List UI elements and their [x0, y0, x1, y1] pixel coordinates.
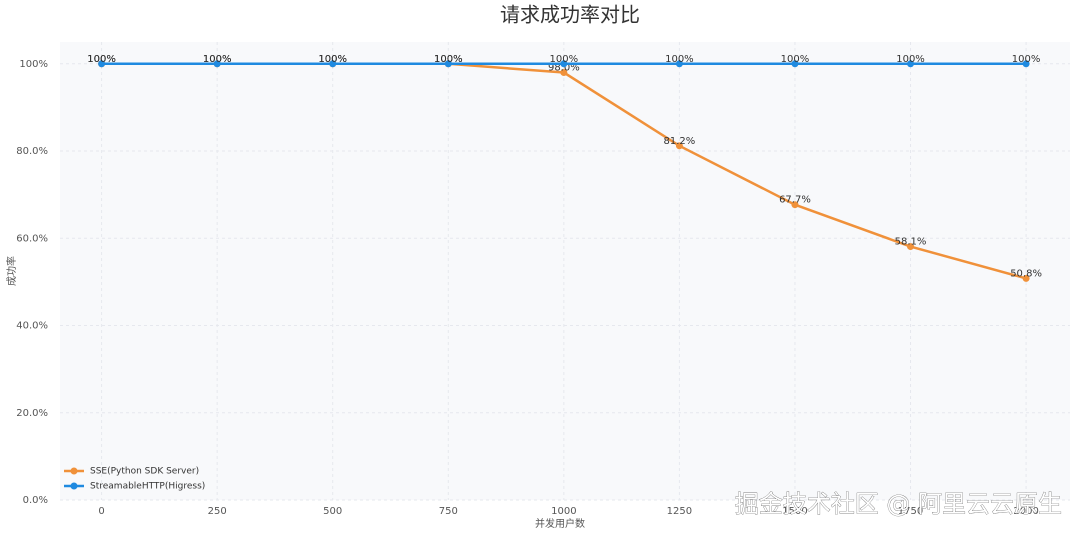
data-label: 100% [87, 54, 116, 65]
data-label: 67.7% [779, 195, 811, 206]
data-label: 100% [550, 54, 579, 65]
y-tick-label: 20.0% [16, 408, 48, 419]
chart-title: 请求成功率对比 [500, 3, 640, 27]
x-tick-label: 0 [98, 506, 104, 517]
data-point [791, 201, 799, 209]
data-label: 100% [203, 54, 232, 65]
data-label: 100% [87, 54, 116, 65]
x-tick-label: 250 [208, 506, 227, 517]
data-label: 100% [665, 54, 694, 65]
x-tick-label: 500 [323, 506, 342, 517]
plot-area [60, 42, 1070, 500]
data-point [560, 69, 568, 77]
x-tick-label: 2000 [1013, 506, 1038, 517]
y-tick-label: 0.0% [23, 495, 48, 506]
data-point [675, 142, 683, 150]
data-point [791, 60, 799, 68]
data-point [98, 60, 106, 68]
data-label: 100% [318, 54, 347, 65]
data-label: 100% [1012, 54, 1041, 65]
data-label: 100% [318, 54, 347, 65]
data-point [213, 60, 221, 68]
y-tick-label: 60.0% [16, 233, 48, 244]
watermark: 掘金技术社区 @ 阿里云云原生 [735, 490, 1062, 518]
x-tick-label: 750 [439, 506, 458, 517]
x-axis-label: 并发用户数 [535, 517, 585, 530]
data-label: 98.0% [548, 63, 580, 74]
y-tick-label: 100% [19, 59, 48, 70]
x-tick-label: 1500 [782, 506, 807, 517]
data-label: 100% [896, 54, 925, 65]
data-label: 50.8% [1010, 268, 1042, 279]
y-axis-label: 成功率 [5, 256, 18, 286]
data-label: 100% [434, 54, 463, 65]
x-tick-label: 1250 [667, 506, 692, 517]
data-point [907, 243, 915, 251]
legend-marker [70, 482, 78, 490]
data-label: 100% [434, 54, 463, 65]
legend-label: SSE(Python SDK Server) [90, 467, 199, 477]
legend-label: StreamableHTTP(Higress) [90, 482, 205, 492]
data-point [560, 60, 568, 68]
data-label: 81.2% [664, 136, 696, 147]
data-point [444, 60, 452, 68]
data-point [329, 60, 337, 68]
x-tick-label: 1000 [551, 506, 576, 517]
y-tick-label: 80.0% [16, 146, 48, 157]
data-point [907, 60, 915, 68]
y-tick-label: 40.0% [16, 321, 48, 332]
data-label: 100% [781, 54, 810, 65]
data-point [1022, 60, 1030, 68]
data-point [675, 60, 683, 68]
legend-marker [70, 467, 78, 475]
x-tick-label: 1750 [898, 506, 923, 517]
data-label: 58.1% [895, 237, 927, 248]
data-label: 100% [203, 54, 232, 65]
data-point [1022, 274, 1030, 282]
